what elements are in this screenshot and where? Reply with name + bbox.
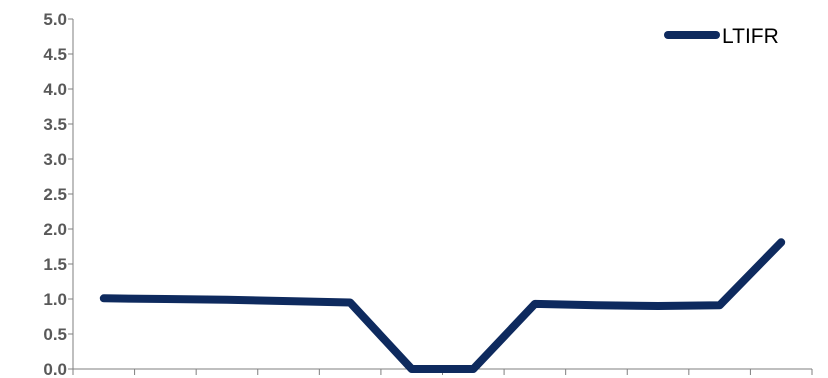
y-tick-label: 4.0 [43,80,67,99]
legend: LTIFR [668,25,779,48]
y-tick-label: 0.5 [43,325,67,344]
y-tick-label: 2.0 [43,220,67,239]
y-tick-label: 1.0 [43,290,67,309]
y-tick-label: 1.5 [43,255,67,274]
y-axis: 0.0 0.5 1.0 1.5 2.0 2.5 3.0 3.5 4.0 4.5 5.0 [43,10,73,378]
y-tick-label: 5.0 [43,10,67,29]
series-layer [104,242,782,369]
y-tick-label: 0.0 [43,360,67,378]
y-tick-label: 2.5 [43,185,67,204]
y-tick-label: 3.0 [43,150,67,169]
series-line-ltifr [104,242,781,369]
y-tick-label: 3.5 [43,115,67,134]
y-tick-label: 4.5 [43,45,67,64]
legend-label-ltifr: LTIFR [722,25,779,48]
